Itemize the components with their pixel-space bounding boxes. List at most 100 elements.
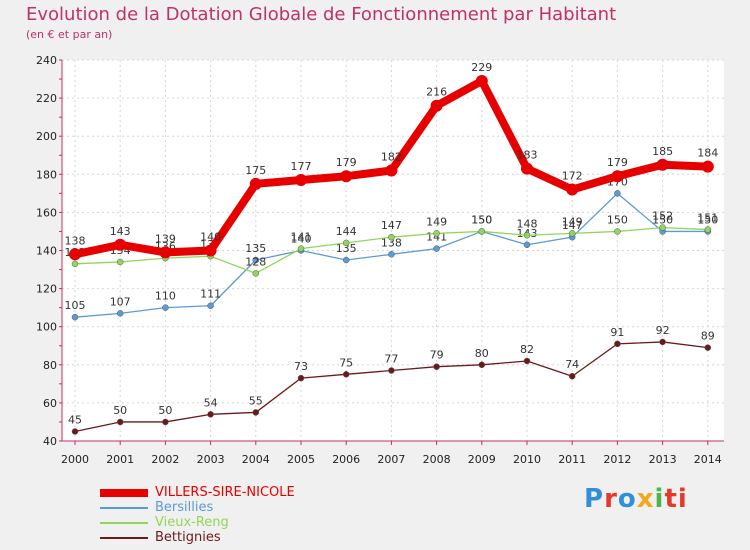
- x-tick-label: 2010: [513, 453, 541, 466]
- data-label-bersillies: 135: [245, 242, 266, 255]
- data-label-bersillies: 107: [110, 295, 131, 308]
- data-point-bettignies: [659, 338, 666, 346]
- brand-letter: r: [604, 484, 618, 514]
- x-tick-label: 2009: [468, 453, 496, 466]
- brand-letter: x: [636, 484, 655, 514]
- data-point-villers-sire-nicole: [69, 248, 81, 261]
- data-point-bettignies: [523, 357, 531, 365]
- data-label-villers-sire-nicole: 177: [291, 160, 312, 173]
- data-label-vieux-reng: 128: [245, 255, 266, 268]
- data-point-bettignies: [71, 428, 79, 435]
- data-point-bersillies: [388, 251, 395, 258]
- data-label-vieux-reng: 150: [607, 213, 628, 226]
- brand-logo: Proxiti: [584, 484, 688, 514]
- data-point-vieux-reng: [614, 228, 621, 235]
- data-label-bettignies: 89: [701, 330, 715, 343]
- data-label-villers-sire-nicole: 185: [652, 145, 673, 158]
- legend-swatch-villers: [100, 489, 148, 497]
- brand-letter: ti: [664, 484, 688, 514]
- x-tick-label: 2004: [242, 453, 270, 466]
- data-point-villers-sire-nicole: [611, 170, 624, 183]
- chart-subtitle: (en € et par an): [26, 28, 113, 41]
- data-label-vieux-reng: 150: [471, 213, 492, 226]
- data-label-bettignies: 82: [520, 343, 534, 356]
- chart-title: Evolution de la Dotation Globale de Fonc…: [26, 4, 617, 25]
- data-label-vieux-reng: 147: [381, 219, 402, 232]
- data-label-bersillies: 150: [697, 213, 718, 226]
- data-point-bettignies: [704, 344, 712, 351]
- x-tick-label: 2014: [694, 453, 722, 466]
- data-point-bersillies: [433, 245, 440, 252]
- data-point-vieux-reng: [297, 245, 305, 252]
- data-point-vieux-reng: [523, 232, 531, 239]
- data-label-villers-sire-nicole: 172: [562, 170, 583, 183]
- x-tick-label: 2000: [61, 453, 89, 466]
- legend-label-vieux-reng: Vieux-Reng: [155, 515, 229, 530]
- data-label-bersillies: 147: [562, 219, 583, 232]
- data-point-bettignies: [297, 374, 305, 382]
- data-point-vieux-reng: [388, 233, 395, 241]
- data-point-bersillies: [614, 190, 621, 197]
- data-point-bersillies: [162, 304, 169, 311]
- data-point-vieux-reng: [433, 230, 440, 237]
- data-label-vieux-reng: 141: [291, 231, 312, 244]
- data-label-villers-sire-nicole: 184: [697, 147, 718, 160]
- data-point-villers-sire-nicole: [340, 170, 353, 183]
- data-point-villers-sire-nicole: [656, 158, 669, 171]
- legend-swatch-bersillies: [100, 507, 148, 509]
- data-point-bersillies: [252, 256, 260, 264]
- data-point-bersillies: [523, 241, 531, 249]
- data-label-vieux-reng: 144: [336, 225, 357, 238]
- data-label-villers-sire-nicole: 175: [245, 164, 266, 177]
- data-label-bettignies: 75: [339, 356, 353, 369]
- y-tick-label: 40: [43, 435, 57, 448]
- data-label-villers-sire-nicole: 139: [155, 232, 176, 245]
- data-point-villers-sire-nicole: [701, 160, 714, 173]
- x-tick-label: 2002: [151, 453, 179, 466]
- data-label-bettignies: 55: [249, 394, 263, 407]
- data-label-bettignies: 77: [384, 353, 398, 366]
- y-tick-label: 200: [36, 130, 57, 143]
- data-point-bersillies: [116, 310, 124, 317]
- data-label-vieux-reng: 149: [426, 215, 447, 228]
- data-point-vieux-reng: [116, 258, 124, 266]
- y-tick-label: 180: [36, 168, 57, 181]
- legend-swatch-vieux-reng: [100, 522, 148, 524]
- legend-label-villers: VILLERS-SIRE-NICOLE: [155, 485, 295, 500]
- data-point-vieux-reng: [568, 230, 576, 237]
- data-label-bettignies: 74: [565, 358, 579, 371]
- legend-label-bettignies: Bettignies: [155, 530, 221, 545]
- data-label-villers-sire-nicole: 229: [471, 61, 492, 74]
- y-tick-label: 240: [36, 54, 57, 67]
- legend-swatch-bettignies: [100, 537, 148, 539]
- x-tick-label: 2001: [106, 453, 134, 466]
- data-point-vieux-reng: [704, 226, 712, 233]
- y-tick-label: 160: [36, 206, 57, 219]
- data-label-bettignies: 91: [610, 326, 624, 339]
- data-label-bersillies: 138: [381, 236, 402, 249]
- data-label-bettignies: 92: [656, 324, 670, 337]
- data-point-villers-sire-nicole: [249, 177, 262, 190]
- data-point-bettignies: [433, 363, 440, 370]
- data-label-villers-sire-nicole: 182: [381, 150, 402, 163]
- data-label-villers-sire-nicole: 138: [65, 234, 86, 247]
- data-label-bersillies: 135: [336, 242, 357, 255]
- y-tick-label: 60: [43, 397, 57, 410]
- data-point-bettignies: [478, 361, 486, 369]
- data-label-villers-sire-nicole: 216: [426, 86, 447, 99]
- x-tick-label: 2005: [287, 453, 315, 466]
- line-chart: 40 60 80 100 120 140 160 180 200 220 240 2000 2001 20…: [36, 54, 724, 466]
- x-tick-label: 2011: [558, 453, 586, 466]
- y-tick-label: 80: [43, 359, 57, 372]
- data-label-bettignies: 73: [294, 360, 308, 373]
- data-point-villers-sire-nicole: [430, 99, 443, 112]
- data-label-bettignies: 50: [158, 404, 172, 417]
- data-point-bersillies: [342, 256, 350, 264]
- data-point-villers-sire-nicole: [114, 238, 127, 251]
- data-point-vieux-reng: [252, 270, 260, 277]
- y-tick-label: 220: [36, 92, 57, 105]
- x-tick-label: 2006: [332, 453, 360, 466]
- x-tick-label: 2012: [603, 453, 631, 466]
- x-tick-label: 2013: [649, 453, 677, 466]
